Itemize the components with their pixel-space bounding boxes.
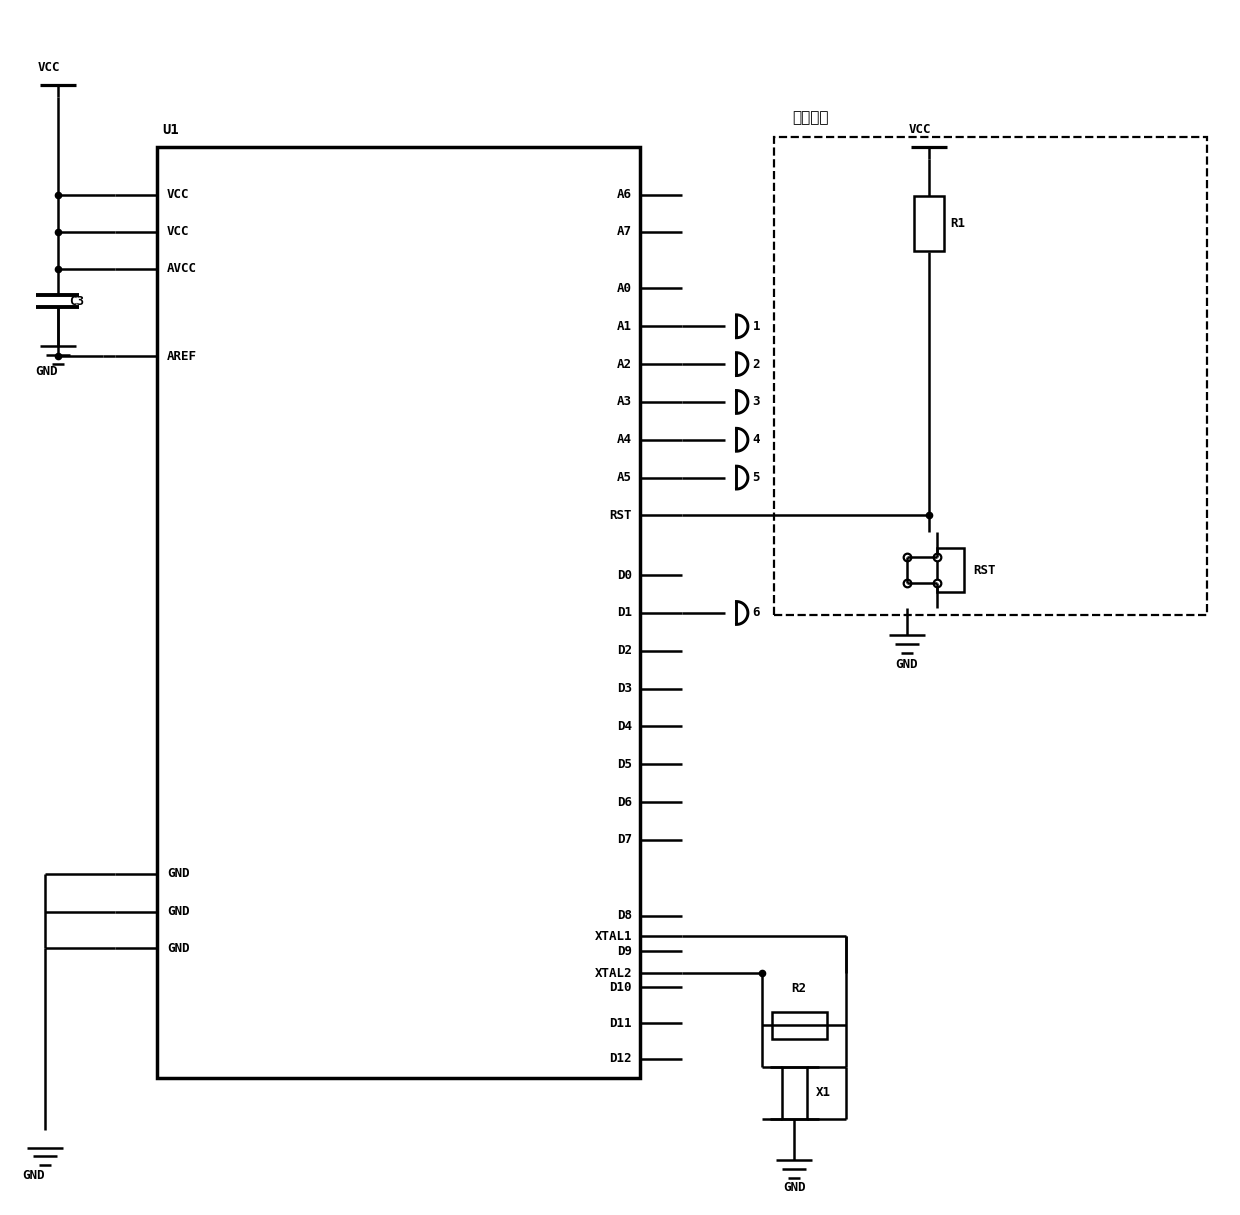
Text: A6: A6 xyxy=(618,188,632,202)
Text: D6: D6 xyxy=(618,796,632,809)
Text: GND: GND xyxy=(167,942,190,955)
Text: D10: D10 xyxy=(609,981,632,994)
Bar xyxy=(774,137,1208,615)
Text: A0: A0 xyxy=(618,282,632,295)
Text: A1: A1 xyxy=(618,320,632,333)
Text: VCC: VCC xyxy=(37,61,61,74)
Text: AREF: AREF xyxy=(167,350,197,362)
Text: 复位电路: 复位电路 xyxy=(792,111,828,125)
Text: GND: GND xyxy=(167,868,190,881)
Text: 6: 6 xyxy=(753,606,760,620)
Text: D0: D0 xyxy=(618,569,632,582)
Text: VCC: VCC xyxy=(167,225,190,238)
Text: D7: D7 xyxy=(618,833,632,847)
Bar xyxy=(157,147,640,1078)
Text: U1: U1 xyxy=(162,123,179,137)
Text: GND: GND xyxy=(782,1181,806,1194)
Text: 4: 4 xyxy=(753,434,760,446)
Text: GND: GND xyxy=(22,1169,45,1182)
Text: VCC: VCC xyxy=(167,188,190,202)
Text: 1: 1 xyxy=(753,320,760,333)
Bar xyxy=(781,1067,807,1119)
Text: A5: A5 xyxy=(618,471,632,484)
Text: D2: D2 xyxy=(618,644,632,657)
Text: C3: C3 xyxy=(69,295,84,307)
Text: X1: X1 xyxy=(816,1086,831,1100)
Text: 3: 3 xyxy=(753,395,760,408)
Bar xyxy=(914,197,944,252)
Text: D9: D9 xyxy=(618,945,632,957)
Text: A4: A4 xyxy=(618,434,632,446)
Text: D8: D8 xyxy=(618,909,632,922)
Text: XTAL1: XTAL1 xyxy=(594,929,632,943)
Text: D1: D1 xyxy=(618,606,632,620)
Text: XTAL2: XTAL2 xyxy=(594,967,632,979)
Text: D5: D5 xyxy=(618,758,632,770)
Text: D12: D12 xyxy=(609,1052,632,1066)
Text: 2: 2 xyxy=(753,357,760,371)
Text: GND: GND xyxy=(36,364,58,378)
Text: R1: R1 xyxy=(951,217,966,231)
Text: VCC: VCC xyxy=(909,123,931,136)
Text: A2: A2 xyxy=(618,357,632,371)
Text: RST: RST xyxy=(973,564,996,577)
Text: D4: D4 xyxy=(618,720,632,733)
Text: GND: GND xyxy=(895,659,918,671)
Text: GND: GND xyxy=(167,905,190,919)
Text: A7: A7 xyxy=(618,225,632,238)
Bar xyxy=(936,548,965,592)
Text: RST: RST xyxy=(609,509,632,522)
Text: AVCC: AVCC xyxy=(167,262,197,275)
Text: A3: A3 xyxy=(618,395,632,408)
Bar xyxy=(771,1012,827,1039)
Text: R2: R2 xyxy=(791,982,807,995)
Text: D11: D11 xyxy=(609,1017,632,1029)
Text: D3: D3 xyxy=(618,682,632,695)
Text: 5: 5 xyxy=(753,471,760,484)
